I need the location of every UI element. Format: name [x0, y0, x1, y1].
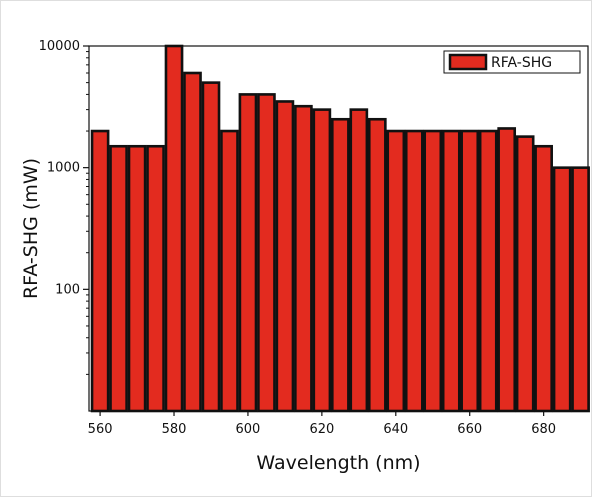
bar-620 — [312, 108, 332, 413]
bar-605 — [257, 93, 276, 413]
bar-570 — [127, 144, 147, 413]
bar-635 — [367, 117, 387, 413]
x-tick-label-580: 580 — [162, 422, 187, 437]
y-tick-label-1000: 1000 — [47, 161, 80, 176]
bar-615 — [294, 104, 313, 413]
legend-label: RFA-SHG — [491, 55, 552, 71]
bar-645 — [404, 129, 424, 413]
bar-650 — [423, 129, 443, 413]
bar-580 — [164, 44, 184, 413]
bar-660 — [460, 129, 480, 413]
legend: RFA-SHG — [443, 50, 581, 74]
x-tick-label-680: 680 — [531, 422, 556, 437]
x-tick-label-640: 640 — [383, 422, 408, 437]
x-tick-label-620: 620 — [309, 422, 334, 437]
bar-630 — [349, 108, 369, 413]
bar-665 — [478, 129, 498, 413]
x-tick-label-560: 560 — [88, 422, 113, 437]
bar-670 — [497, 127, 517, 413]
bar-600 — [238, 93, 258, 413]
bar-595 — [220, 129, 239, 413]
x-axis-title: Wavelength (nm) — [256, 452, 420, 474]
bar-610 — [275, 100, 295, 413]
bar-685 — [552, 166, 572, 413]
bar-625 — [331, 117, 350, 413]
legend-swatch — [448, 53, 488, 71]
bar-675 — [515, 135, 535, 413]
y-axis-title: RFA-SHG (mW) — [20, 158, 42, 299]
bar-640 — [386, 129, 406, 413]
x-tick-label-660: 660 — [457, 422, 482, 437]
bar-575 — [146, 144, 165, 413]
plot-area-border — [88, 45, 589, 412]
bar-565 — [109, 144, 128, 413]
bar-585 — [183, 71, 202, 413]
bar-655 — [441, 129, 461, 413]
x-axis-ticks: 560 580 600 620 640 660 680 — [88, 411, 556, 437]
bar-590 — [201, 81, 221, 413]
x-tick-label-600: 600 — [236, 422, 261, 437]
bar-680 — [534, 144, 553, 413]
bar-690 — [571, 166, 590, 413]
bar-560 — [90, 129, 110, 413]
y-axis-ticks: 100 1000 10000 — [39, 39, 89, 375]
bars-group — [90, 44, 590, 413]
y-tick-label-10000: 10000 — [39, 39, 80, 54]
y-tick-label-100: 100 — [55, 282, 80, 297]
